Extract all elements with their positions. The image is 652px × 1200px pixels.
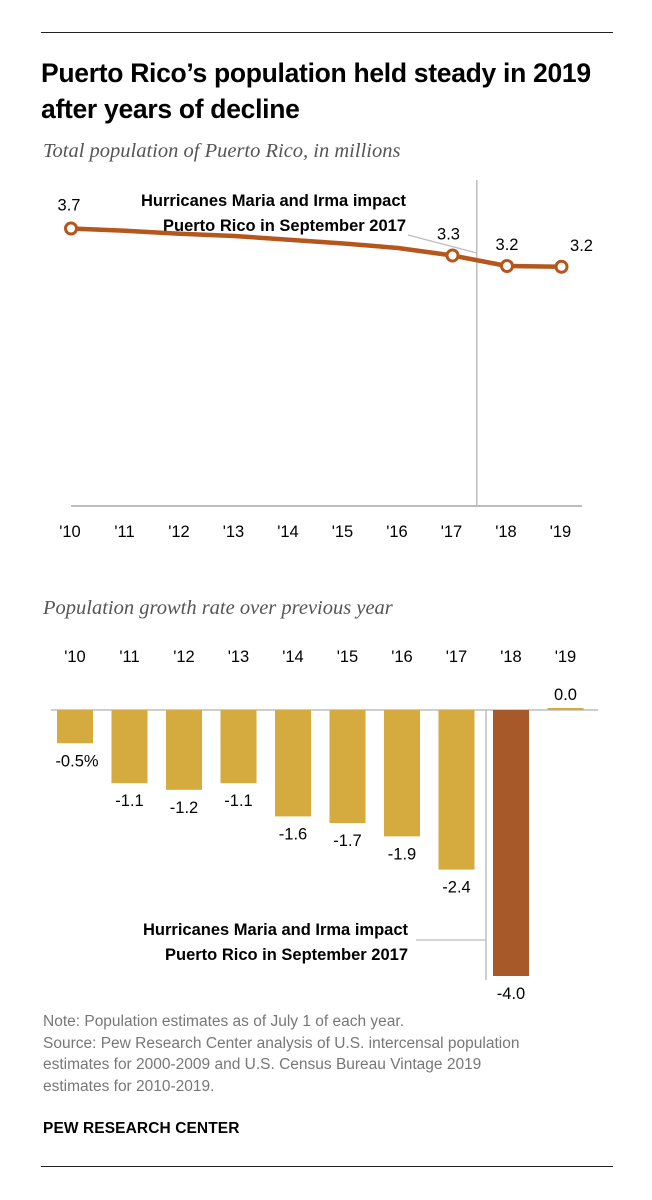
x-tick-label: '17: [441, 523, 463, 541]
bar: [384, 710, 420, 837]
x-tick-label: '13: [223, 523, 245, 541]
value-label: -4.0: [497, 985, 525, 1003]
value-label: -2.4: [442, 879, 470, 897]
x-tick-label: '11: [114, 523, 134, 541]
source-line: estimates for 2010-2019.: [43, 1077, 215, 1095]
source-line: Source: Pew Research Center analysis of …: [43, 1034, 520, 1052]
category-label: '12: [173, 648, 195, 666]
x-tick-label: '19: [550, 523, 572, 541]
data-label: 3.3: [437, 226, 460, 244]
line-chart: Hurricanes Maria and Irma impact Puerto R…: [58, 180, 593, 541]
population-line: [68, 226, 564, 269]
data-label: 3.2: [570, 237, 593, 255]
line-chart-subtitle: Total population of Puerto Rico, in mill…: [43, 140, 401, 162]
bar: [547, 708, 584, 710]
bar: [111, 710, 148, 784]
event-annotation-text: Hurricanes Maria and Irma impact: [143, 921, 409, 939]
event-annotation-text: Hurricanes Maria and Irma impact: [141, 192, 407, 210]
category-label: '13: [228, 648, 250, 666]
x-tick-label: '14: [277, 523, 299, 541]
highlighted-bar: [493, 710, 529, 976]
annotation-leader-line: [407, 234, 477, 254]
bar: [438, 710, 475, 870]
category-label: '19: [555, 648, 577, 666]
bar: [220, 710, 257, 784]
x-tick-label: '18: [495, 523, 517, 541]
value-label: 0.0: [554, 686, 577, 704]
data-point-marker: [500, 259, 514, 273]
category-label: '14: [282, 648, 304, 666]
event-annotation-text: Puerto Rico in September 2017: [165, 946, 408, 964]
category-label: '11: [119, 648, 139, 666]
data-point-marker: [554, 259, 569, 274]
pew-credit: PEW RESEARCH CENTER: [43, 1120, 240, 1137]
bar: [329, 710, 366, 824]
event-annotation-text: Puerto Rico in September 2017: [163, 217, 406, 235]
top-rule: [41, 32, 613, 33]
notes-block: Note: Population estimates as of July 1 …: [43, 1011, 623, 1097]
value-label: -1.9: [388, 845, 416, 863]
value-label: -1.1: [115, 792, 143, 810]
category-label: '16: [391, 648, 413, 666]
x-tick-label: '12: [168, 523, 190, 541]
bar: [166, 710, 202, 790]
x-tick-label: '10: [59, 523, 81, 541]
value-label: -1.7: [333, 832, 361, 850]
value-label: -0.5%: [55, 752, 98, 770]
bar-chart: '10 '11 '12 '13 '14 '15 '16 '17 '18 '19 -0.5% -1.1 -…: [51, 648, 598, 1003]
value-label: -1.2: [170, 799, 198, 817]
bar: [275, 710, 311, 817]
note-text: Note: Population estimates as of July 1 …: [43, 1013, 405, 1030]
value-label: -1.1: [224, 792, 252, 810]
bottom-rule: [41, 1166, 613, 1167]
source-line: estimates for 2000-2009 and U.S. Census …: [43, 1056, 482, 1073]
x-tick-label: '15: [332, 523, 354, 541]
data-point-marker: [64, 221, 78, 236]
category-label: '18: [500, 648, 522, 666]
data-label: 3.7: [58, 197, 81, 215]
x-tick-label: '16: [386, 523, 408, 541]
value-label: -1.6: [279, 825, 307, 843]
category-label: '15: [337, 648, 359, 666]
category-label: '10: [64, 648, 86, 666]
data-point-marker: [445, 248, 460, 263]
category-label: '17: [446, 648, 468, 666]
data-label: 3.2: [496, 236, 519, 254]
bar-chart-subtitle: Population growth rate over previous yea…: [43, 597, 393, 619]
chart-title: Puerto Rico’s population held steady in …: [41, 58, 591, 124]
bar: [57, 710, 93, 744]
